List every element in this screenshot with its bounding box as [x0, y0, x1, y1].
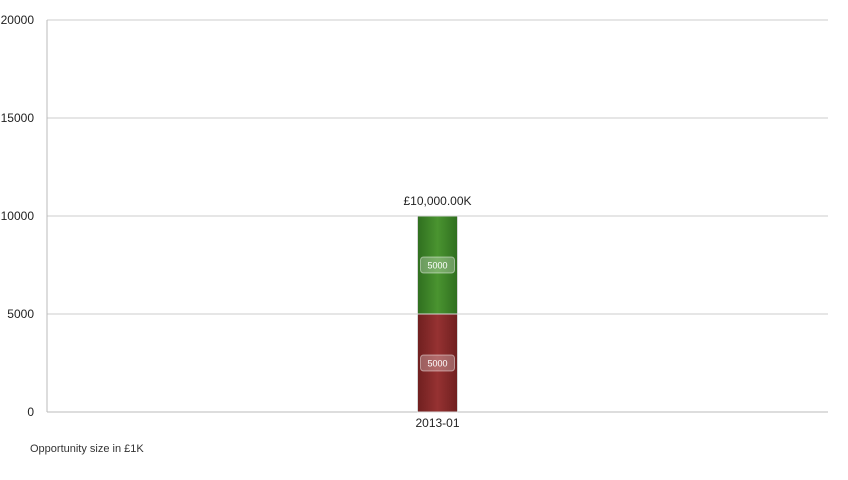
bar-segment — [417, 313, 458, 413]
bars — [417, 215, 458, 413]
stack-total-label: £10,000.00K — [403, 194, 471, 208]
chart-footnote: Opportunity size in £1K — [30, 443, 144, 455]
labels: 5000 5000 £10,000.00K — [403, 194, 472, 372]
y-tick-label: 5000 — [7, 307, 34, 321]
x-tick-label: 2013-01 — [415, 416, 459, 430]
y-tick-label: 0 — [27, 405, 34, 419]
segment-label-badge — [420, 354, 455, 372]
y-tick-label: 10000 — [1, 209, 35, 223]
segment-label-badge — [420, 256, 455, 274]
bar-segment — [417, 215, 458, 315]
segment-label: 5000 — [427, 359, 447, 369]
axes: 0 5000 10000 15000 20000 2013-01 — [1, 13, 828, 430]
segment-label: 5000 — [427, 261, 447, 271]
y-tick-label: 20000 — [1, 13, 35, 27]
y-tick-label: 15000 — [1, 111, 35, 125]
